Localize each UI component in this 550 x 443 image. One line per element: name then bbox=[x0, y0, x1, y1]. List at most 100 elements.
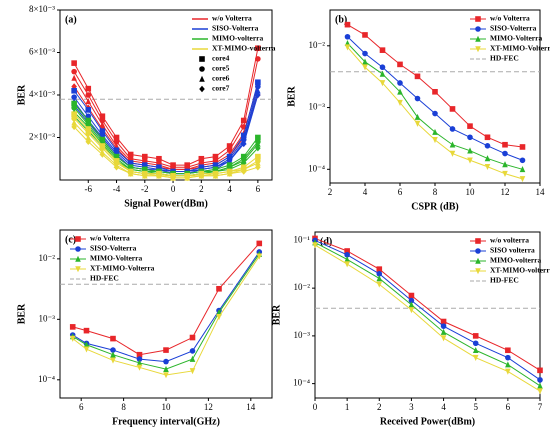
marker bbox=[71, 100, 77, 107]
legend-label: XT-MIMO-volterra bbox=[212, 44, 276, 53]
x-tick-label: 2 bbox=[328, 187, 333, 197]
marker bbox=[408, 301, 415, 308]
legend-label: SISO-Volterra bbox=[90, 244, 137, 253]
marker bbox=[83, 346, 90, 353]
marker bbox=[142, 172, 148, 180]
marker bbox=[255, 153, 261, 160]
marker bbox=[484, 134, 491, 141]
marker bbox=[71, 94, 77, 100]
marker bbox=[163, 347, 169, 353]
marker bbox=[467, 157, 473, 164]
legend-label: core7 bbox=[212, 84, 230, 93]
marker bbox=[99, 145, 106, 151]
marker bbox=[255, 79, 261, 86]
legend-label: MIMO-Volterra bbox=[90, 254, 142, 263]
marker bbox=[256, 240, 263, 247]
marker bbox=[255, 140, 261, 147]
marker bbox=[475, 35, 481, 42]
marker bbox=[397, 80, 403, 86]
x-tick-label: 5 bbox=[473, 402, 478, 412]
marker bbox=[362, 50, 368, 57]
series-line bbox=[314, 244, 541, 392]
series-line bbox=[73, 58, 259, 168]
x-tick-label: 6 bbox=[79, 402, 84, 412]
legend-label: w/o Volterra bbox=[490, 14, 530, 23]
marker bbox=[414, 120, 421, 127]
marker bbox=[475, 257, 481, 264]
marker bbox=[440, 335, 447, 342]
marker bbox=[475, 268, 481, 275]
marker bbox=[85, 126, 92, 132]
marker bbox=[472, 333, 479, 339]
marker bbox=[519, 157, 526, 164]
marker bbox=[472, 354, 479, 361]
marker bbox=[85, 138, 92, 146]
legend-label: XT-MIMO-Volterra bbox=[490, 44, 550, 53]
marker bbox=[99, 151, 106, 158]
marker bbox=[344, 256, 350, 263]
marker bbox=[163, 365, 169, 372]
marker bbox=[449, 106, 456, 112]
marker bbox=[432, 137, 438, 144]
marker bbox=[519, 176, 526, 183]
marker bbox=[397, 61, 403, 68]
y-tick-label: 8×10⁻³ bbox=[29, 4, 55, 14]
marker bbox=[344, 21, 351, 28]
marker bbox=[199, 66, 205, 72]
y-tick-label: 10⁻⁴ bbox=[293, 378, 310, 388]
marker bbox=[537, 382, 543, 389]
marker bbox=[85, 117, 92, 124]
marker bbox=[156, 155, 162, 162]
marker bbox=[255, 83, 261, 90]
marker bbox=[85, 98, 92, 105]
x-tick-label: 10 bbox=[466, 187, 476, 197]
marker bbox=[502, 161, 508, 168]
marker bbox=[240, 168, 247, 175]
legend-label: SISO volterra bbox=[490, 246, 535, 255]
marker bbox=[199, 75, 205, 82]
x-tick-label: 0 bbox=[313, 402, 318, 412]
marker bbox=[344, 33, 351, 40]
plot-frame bbox=[314, 231, 541, 399]
marker bbox=[414, 95, 421, 102]
marker bbox=[484, 155, 491, 162]
marker bbox=[397, 88, 403, 95]
marker bbox=[71, 74, 77, 81]
marker bbox=[71, 87, 77, 94]
marker bbox=[376, 266, 383, 272]
marker bbox=[502, 141, 508, 148]
y-tick-label: 6×10⁻³ bbox=[29, 47, 55, 57]
y-tick-label: 10⁻² bbox=[294, 282, 311, 292]
marker bbox=[255, 45, 261, 52]
panel-label: (c) bbox=[65, 234, 76, 245]
y-tick-label: 10⁻² bbox=[309, 40, 326, 50]
x-tick-label: 14 bbox=[246, 402, 256, 412]
marker bbox=[136, 359, 143, 366]
marker bbox=[99, 113, 106, 120]
marker bbox=[475, 26, 481, 32]
marker bbox=[189, 334, 196, 341]
x-axis-label: Signal Power(dBm) bbox=[124, 198, 208, 209]
marker bbox=[537, 367, 543, 374]
marker bbox=[110, 357, 116, 364]
legend-label: SISO-Volterra bbox=[212, 24, 259, 33]
legend-label: HD-FEC bbox=[490, 54, 519, 63]
marker bbox=[255, 159, 261, 166]
marker bbox=[189, 348, 196, 354]
series-line bbox=[314, 237, 541, 371]
marker bbox=[475, 46, 481, 53]
marker bbox=[71, 111, 77, 117]
y-axis-label: BER bbox=[286, 85, 297, 106]
marker bbox=[537, 377, 543, 383]
panel-label: (a) bbox=[65, 14, 77, 25]
marker bbox=[537, 388, 543, 395]
legend-label: core4 bbox=[212, 54, 230, 63]
marker bbox=[440, 323, 447, 329]
marker bbox=[136, 351, 143, 358]
marker bbox=[379, 47, 386, 53]
marker bbox=[432, 110, 438, 117]
marker bbox=[255, 56, 261, 62]
marker bbox=[475, 248, 481, 254]
marker bbox=[199, 85, 205, 93]
legend-label: core5 bbox=[212, 64, 230, 73]
